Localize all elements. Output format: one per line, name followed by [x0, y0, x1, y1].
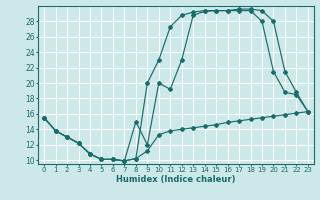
X-axis label: Humidex (Indice chaleur): Humidex (Indice chaleur) [116, 175, 236, 184]
